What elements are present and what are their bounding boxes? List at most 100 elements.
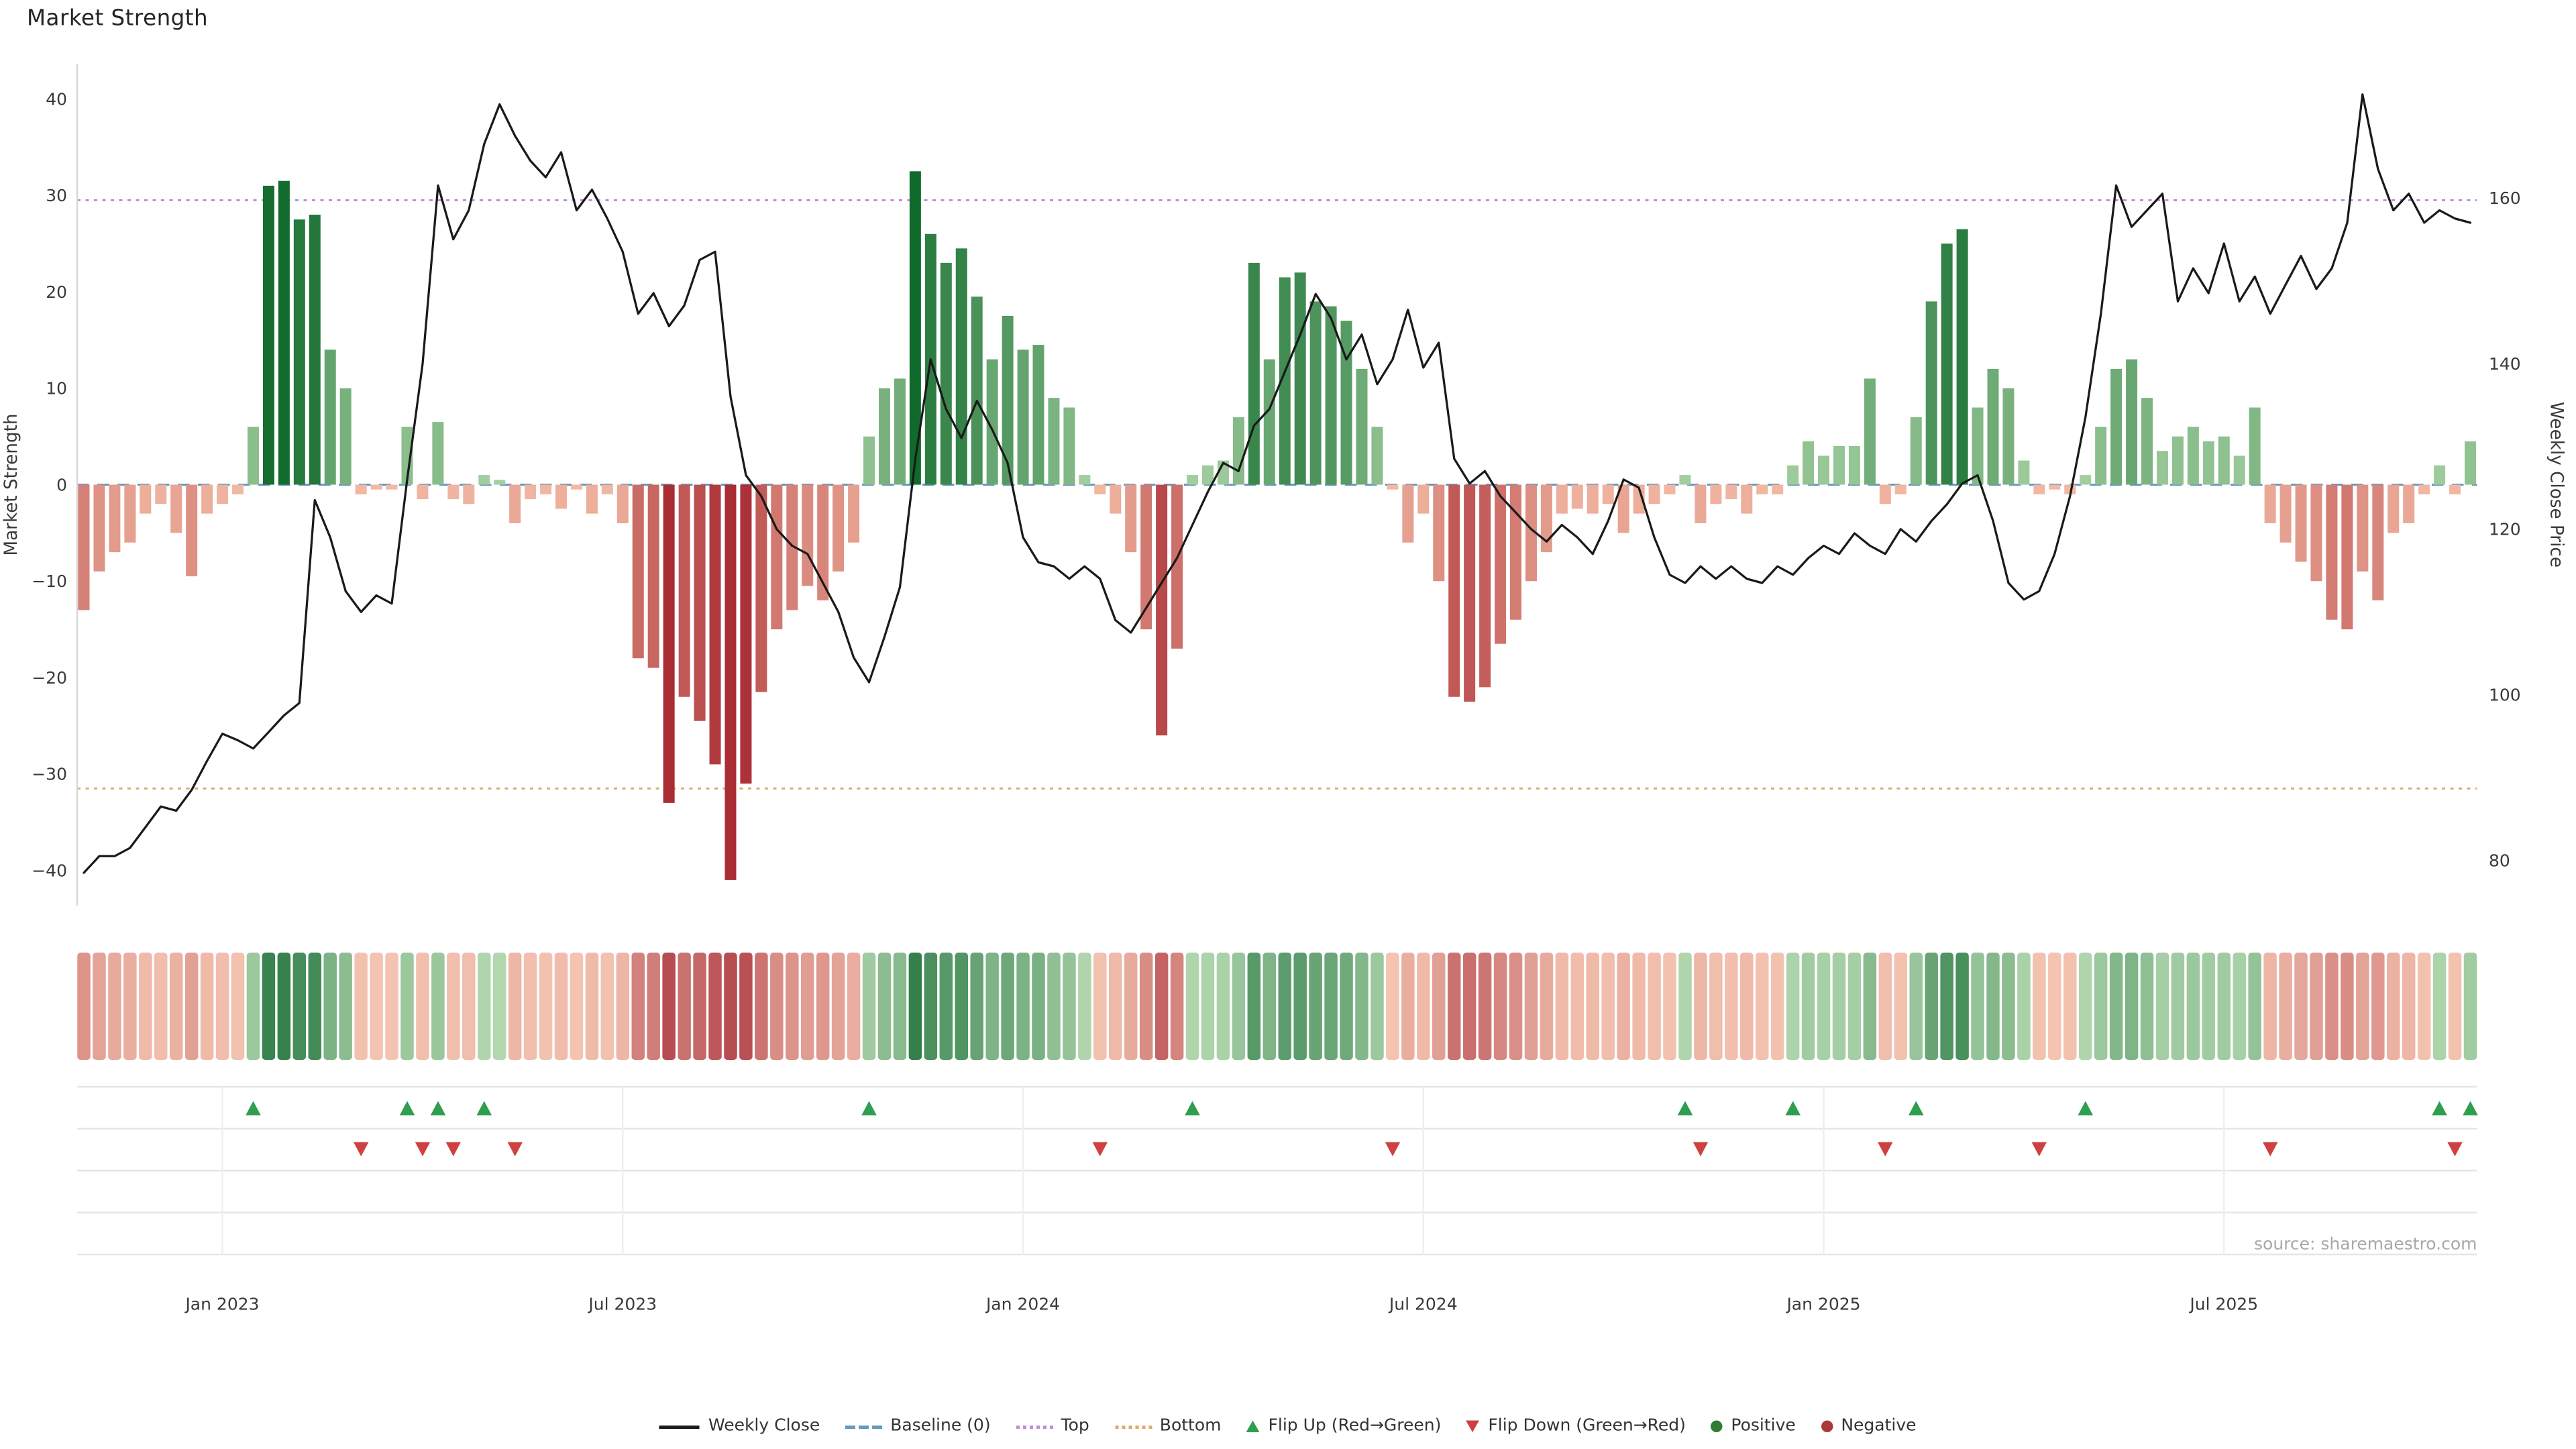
- heatmap-cell: [1063, 953, 1076, 1060]
- heatmap-cell: [2140, 953, 2154, 1060]
- heatmap-cell: [1678, 953, 1692, 1060]
- strength-bar: [1833, 446, 1845, 485]
- heatmap-cell: [2294, 953, 2308, 1060]
- strength-bar: [1879, 484, 1891, 504]
- heatmap-cell: [908, 953, 922, 1060]
- heatmap-cell: [831, 953, 845, 1060]
- flip-down-marker: [2263, 1142, 2278, 1157]
- heatmap-cell: [416, 953, 429, 1060]
- heatmap-cell: [215, 953, 229, 1060]
- strength-bar: [724, 484, 737, 880]
- strength-bar: [1510, 484, 1521, 620]
- flip-down-marker: [445, 1142, 461, 1157]
- heatmap-cell: [1447, 953, 1461, 1060]
- left-axis-tick: −40: [32, 861, 67, 880]
- strength-bar: [2218, 436, 2230, 485]
- strength-bar: [1094, 484, 1106, 494]
- heatmap-cell: [1586, 953, 1599, 1060]
- signal-heatmap: [77, 953, 2477, 1060]
- flip-down-marker: [1092, 1142, 1108, 1157]
- strength-bar: [1309, 301, 1322, 485]
- heatmap-cell: [277, 953, 291, 1060]
- heatmap-cell: [1786, 953, 1800, 1060]
- flip-up-marker: [2463, 1101, 2478, 1116]
- heatmap-cell: [1617, 953, 1630, 1060]
- heatmap-cell: [1232, 953, 1246, 1060]
- heatmap-cell: [1740, 953, 1754, 1060]
- heatmap-cell: [539, 953, 553, 1060]
- strength-bar: [1910, 417, 1922, 485]
- legend-item-line-0: Weekly Close: [659, 1417, 820, 1436]
- legend-label: Bottom: [1159, 1417, 1222, 1436]
- heatmap-cell: [1986, 953, 2000, 1060]
- left-axis-tick: 0: [56, 475, 67, 494]
- heatmap-cell: [1432, 953, 1446, 1060]
- heatmap-cell: [1016, 953, 1030, 1060]
- strength-bar: [2080, 475, 2092, 485]
- heatmap-cell: [2048, 953, 2061, 1060]
- strength-bar: [2387, 484, 2400, 533]
- strength-bar: [848, 484, 860, 543]
- legend-label: Weekly Close: [708, 1417, 820, 1436]
- right-axis-tick: 140: [2489, 354, 2521, 374]
- strength-bar: [2233, 455, 2245, 485]
- strength-bar: [1772, 484, 1784, 494]
- strength-bar: [293, 219, 305, 485]
- heatmap-cell: [662, 953, 676, 1060]
- heatmap-cell: [246, 953, 260, 1060]
- strength-bar: [786, 484, 798, 610]
- strength-bar: [339, 388, 352, 485]
- strength-bar: [401, 427, 413, 485]
- circle-swatch-icon: [1711, 1420, 1723, 1432]
- dashed-swatch-icon: [845, 1424, 882, 1428]
- legend: Weekly Close Baseline (0) Top Bottom Flip Up…: [0, 1417, 2576, 1436]
- strength-bar: [1556, 484, 1568, 514]
- heatmap-cell: [1293, 953, 1307, 1060]
- heatmap-cell: [1170, 953, 1184, 1060]
- flip-markers: [246, 1101, 2478, 1157]
- x-tick-label: Jul 2023: [587, 1295, 657, 1314]
- strength-bar: [1602, 484, 1614, 504]
- heatmap-cell: [2341, 953, 2354, 1060]
- heatmap-cell: [169, 953, 183, 1060]
- left-axis-title: Market Strength: [1, 413, 21, 555]
- heatmap-cell: [2371, 953, 2385, 1060]
- heatmap-cell: [323, 953, 337, 1060]
- heatmap-cell: [1401, 953, 1415, 1060]
- heatmap-cell: [431, 953, 445, 1060]
- axes: −40 −30 −20 −10 0 10 20 30 40 80 100 120 140 160 Jan 2…: [32, 64, 2521, 1314]
- heatmap-cell: [600, 953, 614, 1060]
- strength-bar: [1787, 465, 1799, 485]
- right-axis-tick: 160: [2489, 189, 2521, 208]
- heatmap-cell: [1971, 953, 1984, 1060]
- strength-bar: [1201, 465, 1214, 485]
- strength-bar: [1417, 484, 1430, 514]
- heatmap-cell: [1047, 953, 1061, 1060]
- heatmap-cell: [1340, 953, 1353, 1060]
- heatmap-cell: [862, 953, 876, 1060]
- strength-bar: [1710, 484, 1722, 504]
- flip-down-marker: [1878, 1142, 1893, 1157]
- legend-item-dotted-2: Top: [1016, 1417, 1089, 1436]
- heatmap-cell: [123, 953, 137, 1060]
- flip-up-marker: [861, 1101, 877, 1116]
- strength-bar: [1571, 484, 1583, 509]
- heatmap-cell: [1770, 953, 1784, 1060]
- strength-bar: [232, 484, 244, 494]
- strength-bar: [586, 484, 598, 514]
- heatmap-cell: [1940, 953, 1953, 1060]
- flip-down-marker: [507, 1142, 523, 1157]
- strength-bar: [447, 484, 460, 500]
- strength-bar: [217, 484, 229, 504]
- strength-bar: [525, 484, 537, 500]
- heatmap-cell: [231, 953, 245, 1060]
- heatmap-cell: [2263, 953, 2277, 1060]
- weekly-close-line: [83, 93, 2472, 874]
- heatmap-cell: [184, 953, 199, 1060]
- strength-bar: [1648, 484, 1660, 504]
- strength-bar: [647, 484, 659, 668]
- heatmap-cell: [2448, 953, 2462, 1060]
- heatmap-cell: [2387, 953, 2400, 1060]
- strength-bar: [2295, 484, 2307, 562]
- flip-down-marker: [354, 1142, 369, 1157]
